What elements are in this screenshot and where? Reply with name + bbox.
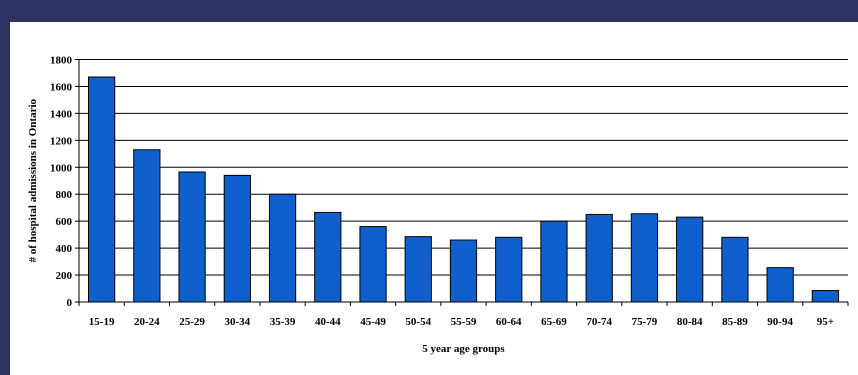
chart-panel: 0 200 400 600 800 1000 1200 1400 1600 1800 15-19 2… [10, 22, 858, 375]
x-tick-label: 50-54 [405, 316, 431, 328]
x-axis-title: 5 year age groups [422, 343, 505, 355]
bar-60-64 [495, 236, 523, 303]
bar-50-54 [404, 236, 432, 303]
bar-65-69 [540, 220, 568, 303]
x-tick-labels: 15-19 20-24 25-29 30-34 35-39 40-44 45-49 50-54… [89, 316, 834, 328]
x-tick-label: 40-44 [315, 316, 341, 328]
y-tick-label: 1600 [50, 81, 73, 93]
y-tick-label: 800 [56, 189, 73, 201]
y-tick-label: 600 [56, 216, 73, 228]
x-tick-label: 95+ [817, 316, 834, 328]
x-tick-label: 20-24 [134, 316, 160, 328]
bar-30-34 [223, 174, 251, 303]
y-tick-label: 1400 [50, 108, 73, 120]
x-tick-label: 15-19 [89, 316, 115, 328]
x-tick-label: 65-69 [541, 316, 567, 328]
bar-chart: 0 200 400 600 800 1000 1200 1400 1600 1800 15-19 2… [27, 55, 849, 355]
bar-35-39 [268, 193, 297, 303]
y-tick-label: 0 [67, 297, 73, 309]
y-axis-title: # of hospital admissions in Ontario [27, 99, 39, 263]
x-tick-label: 45-49 [360, 316, 386, 328]
x-tick-label: 85-89 [722, 316, 748, 328]
bar-40-44 [314, 211, 342, 303]
x-tick-label: 70-74 [586, 316, 612, 328]
y-tick-label: 200 [56, 270, 73, 282]
x-tick-label: 55-59 [451, 316, 477, 328]
y-tick-label: 1000 [50, 162, 73, 174]
axes [75, 59, 849, 306]
bar-70-74 [585, 213, 613, 303]
y-tick-label: 1200 [50, 135, 73, 147]
x-tick-label: 60-64 [496, 316, 522, 328]
y-tick-label: 400 [56, 243, 73, 255]
bar-55-59 [449, 239, 478, 303]
grid-lines [79, 59, 848, 276]
x-tick-label: 35-39 [270, 316, 296, 328]
x-tick-label: 80-84 [677, 316, 703, 328]
bar-15-19 [87, 76, 116, 303]
x-tick-label: 25-29 [179, 316, 205, 328]
bar-90-94 [766, 267, 794, 303]
x-tick-label: 90-94 [767, 316, 793, 328]
bars [87, 76, 840, 303]
x-tick-label: 30-34 [224, 316, 250, 328]
y-tick-labels: 0 200 400 600 800 1000 1200 1400 1600 1800 [50, 55, 73, 310]
bar-85-89 [721, 236, 749, 303]
bar-75-79 [630, 213, 659, 303]
x-tick-label: 75-79 [632, 316, 658, 328]
y-tick-label: 1800 [50, 55, 73, 67]
bar-80-84 [676, 216, 704, 303]
bar-25-29 [178, 171, 206, 303]
bar-95+ [811, 290, 840, 303]
bar-45-49 [359, 226, 387, 303]
bar-20-24 [133, 149, 161, 303]
